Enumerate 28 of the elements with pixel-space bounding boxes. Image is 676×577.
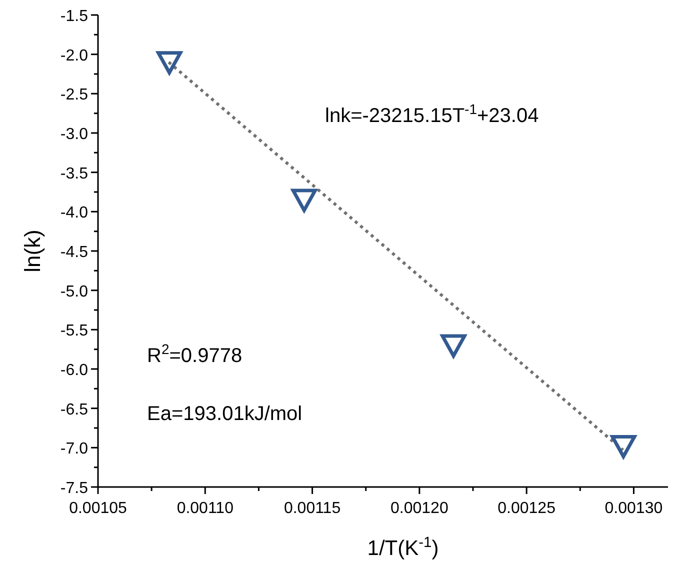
y-tick-label: -4.5 <box>60 244 88 261</box>
x-tick-label: 0.00120 <box>390 500 448 517</box>
point <box>610 434 636 458</box>
y-axis-title: ln(k) <box>20 230 45 272</box>
y-tick-label: -5.5 <box>60 322 88 340</box>
annotation: Ea=193.01kJ/mol <box>147 403 302 425</box>
annotation: R$^{2}$=0.9778 <box>147 341 242 367</box>
x-tick-label: 0.00105 <box>69 500 128 517</box>
y-tick-label: -5.0 <box>60 283 88 300</box>
y-tick-label: -7.5 <box>60 480 88 497</box>
x-tick-label: 0.00115 <box>284 500 341 517</box>
point <box>440 334 466 358</box>
y-tick-label: -6.0 <box>60 362 88 379</box>
annotation: lnk=-23215.15T$^{-1}$+23.04 <box>325 101 539 127</box>
point <box>291 188 317 212</box>
y-tick-label: -2.0 <box>60 47 88 64</box>
x-tick-label: 0.00110 <box>176 500 234 517</box>
y-tick-label: -4.0 <box>60 204 88 222</box>
x-axis-title: 1/T(K$^{-1}$) <box>367 535 439 560</box>
y-tick-label: -3.5 <box>60 165 88 182</box>
y-tick-label: -7.0 <box>60 440 88 458</box>
y-tick-label: -1.5 <box>60 8 88 25</box>
y-tick-label: -6.5 <box>60 401 88 418</box>
x-tick-label: 0.00125 <box>498 500 556 517</box>
point <box>156 51 182 74</box>
x-tick-label: 0.00130 <box>604 500 663 517</box>
y-tick-label: -2.5 <box>60 86 88 104</box>
y-tick-label: -3.0 <box>60 126 88 143</box>
